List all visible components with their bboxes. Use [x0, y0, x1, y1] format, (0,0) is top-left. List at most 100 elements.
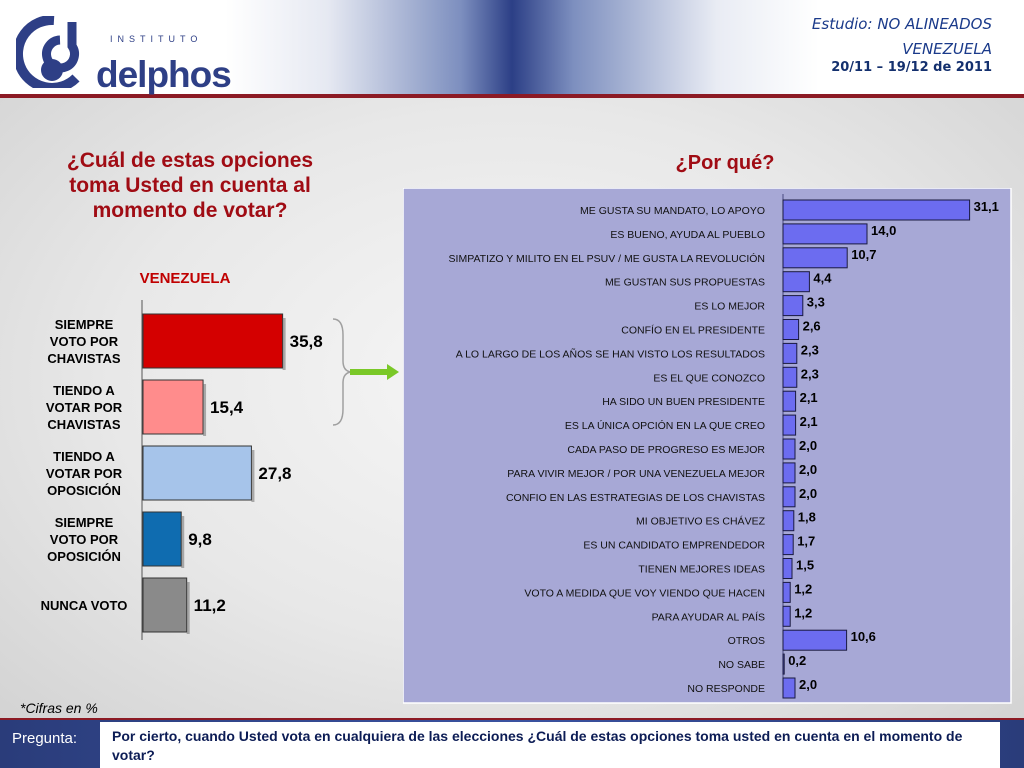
right-bar-group: 2,6 CONFÍO EN EL PRESIDENTE	[621, 319, 821, 340]
right-bar-group: 2,3 A LO LARGO DE LOS AÑOS SE HAN VISTO L…	[456, 342, 819, 364]
study-dates: 20/11 – 19/12 de 2011	[831, 60, 992, 75]
right-bar-value-label: 2,3	[801, 366, 819, 381]
right-category-label: CONFIO EN LAS ESTRATEGIAS DE LOS CHAVIST…	[506, 492, 765, 504]
footer-bar: Pregunta: Por cierto, cuando Usted vota …	[0, 720, 1024, 768]
study-country: VENEZUELA	[902, 40, 992, 58]
right-bar-value-label: 1,8	[798, 510, 816, 525]
left-category-line: OPOSICIÓN	[47, 549, 121, 564]
left-bar-group: 9,8 SIEMPRE VOTO POR OPOSICIÓN	[47, 511, 212, 568]
bracket-arrow	[332, 318, 399, 426]
left-bar-value-label: 9,8	[188, 530, 212, 549]
right-bar-group: 1,8 MI OBJETIVO ES CHÁVEZ	[636, 510, 816, 532]
right-bar	[782, 558, 793, 579]
right-category-label: ES EL QUE CONOZCO	[653, 372, 765, 384]
right-bar-group: 1,5 TIENEN MEJORES IDEAS	[638, 558, 814, 579]
header-divider	[0, 94, 1024, 98]
left-bar-value-label: 27,8	[258, 464, 291, 483]
right-bar	[782, 414, 797, 436]
left-category-label: NUNCA VOTO	[41, 598, 128, 613]
right-category-label: TIENEN MEJORES IDEAS	[638, 564, 765, 576]
left-bar-shadow	[251, 450, 255, 502]
right-bar-group: 2,0 CADA PASO DE PROGRESO ES MEJOR	[567, 438, 817, 460]
left-category-line: TIENDO A	[53, 449, 115, 464]
left-bar-group: 15,4 TIENDO A VOTAR POR CHAVISTAS	[46, 379, 244, 436]
right-bar	[782, 223, 868, 245]
right-category-label: HA SIDO UN BUEN PRESIDENTE	[602, 396, 765, 408]
left-category-line: NUNCA VOTO	[41, 598, 128, 613]
left-bar-value-label: 11,2	[194, 596, 226, 615]
right-chart-panel	[403, 188, 1012, 704]
right-category-label: OTROS	[728, 635, 765, 647]
right-category-label: ME GUSTAN SUS PROPUESTAS	[605, 277, 765, 289]
right-bar-group: 10,6 OTROS	[728, 629, 876, 651]
right-bar	[782, 295, 804, 317]
left-bar	[142, 379, 204, 435]
right-bar-group: 14,0 ES BUENO, AYUDA AL PUEBLO	[610, 223, 896, 245]
right-category-label: CADA PASO DE PROGRESO ES MEJOR	[567, 444, 765, 456]
figures-note: *Cifras en %	[20, 700, 98, 716]
left-bar-value-label: 35,8	[290, 332, 323, 351]
right-bar	[782, 271, 810, 293]
right-bar-value-label: 2,6	[803, 319, 821, 334]
right-bar	[782, 247, 848, 269]
right-bar	[782, 462, 796, 484]
left-bar-group: 11,2 NUNCA VOTO	[41, 577, 226, 634]
right-category-label: CONFÍO EN EL PRESIDENTE	[621, 324, 765, 337]
delphos-logo: INSTITUTO delphos	[13, 14, 232, 93]
logo-wordmark: delphos	[96, 54, 232, 95]
right-bar	[782, 342, 798, 364]
left-category-line: VOTAR POR	[46, 400, 123, 415]
left-category-line: VOTO POR	[50, 532, 119, 547]
right-bar-value-label: 10,6	[851, 629, 876, 644]
left-category-label: SIEMPRE VOTO POR CHAVISTAS	[47, 317, 121, 366]
right-bar-value-label: 2,1	[800, 390, 818, 405]
right-category-label: ME GUSTA SU MANDATO, LO APOYO	[580, 205, 765, 217]
right-bar	[782, 199, 971, 221]
logo-institute-text: INSTITUTO	[110, 34, 203, 44]
left-bar	[142, 313, 284, 369]
right-bar-value-label: 0,2	[788, 653, 806, 668]
right-category-label: PARA AYUDAR AL PAÍS	[652, 610, 765, 623]
right-category-label: ES LA ÚNICA OPCIÓN EN LA QUE CREO	[565, 419, 765, 432]
right-bar-value-label: 2,3	[801, 342, 819, 357]
right-category-label: NO SABE	[718, 659, 765, 671]
left-bar-shadow	[282, 318, 286, 370]
logo-mark-icon	[13, 14, 80, 93]
left-question-title: ¿Cuál de estas opciones toma Usted en cu…	[66, 149, 314, 222]
right-category-label: ES LO MEJOR	[694, 301, 765, 313]
right-bar-group: 0,2 NO SABE	[718, 653, 806, 675]
left-category-label: TIENDO A VOTAR POR CHAVISTAS	[46, 383, 123, 432]
right-bar	[782, 581, 791, 603]
left-bar-group: 35,8 SIEMPRE VOTO POR CHAVISTAS	[47, 313, 323, 370]
left-bar-shadow	[181, 516, 185, 568]
right-category-label: ES BUENO, AYUDA AL PUEBLO	[610, 229, 765, 241]
green-arrow-icon	[350, 364, 399, 380]
right-bar-value-label: 4,4	[813, 271, 832, 286]
question-label: Pregunta:	[12, 730, 78, 747]
left-category-line: VOTO POR	[50, 334, 119, 349]
right-bar	[782, 486, 796, 508]
right-bar	[782, 534, 794, 556]
right-category-label: ES UN CANDIDATO EMPRENDEDOR	[583, 540, 765, 552]
left-bar-chart: 35,8 SIEMPRE VOTO POR CHAVISTAS 15,4 TIENDO A…	[41, 300, 323, 640]
right-bar-group: 2,0 CONFIO EN LAS ESTRATEGIAS DE LOS CHAV…	[506, 486, 817, 508]
header-banner	[0, 0, 1024, 94]
left-category-line: SIEMPRE	[55, 317, 114, 332]
right-bar	[782, 605, 791, 627]
right-bar	[782, 677, 796, 699]
right-bar-group: 31,1 ME GUSTA SU MANDATO, LO APOYO	[580, 199, 999, 221]
left-bar-shadow	[186, 582, 190, 634]
question-box: Por cierto, cuando Usted vota en cualqui…	[100, 722, 1000, 768]
left-category-line: CHAVISTAS	[47, 417, 121, 432]
right-bar	[782, 390, 797, 412]
right-bar-value-label: 2,0	[799, 486, 817, 501]
left-bar-group: 27,8 TIENDO A VOTAR POR OPOSICIÓN	[46, 445, 292, 502]
study-info: Estudio: NO ALINEADOS VENEZUELA 20/11 – …	[812, 14, 992, 77]
left-category-line: OPOSICIÓN	[47, 483, 121, 498]
right-bar-value-label: 1,7	[797, 534, 815, 549]
right-bar-group: 1,2 PARA AYUDAR AL PAÍS	[652, 605, 812, 627]
right-bar	[782, 510, 795, 532]
right-bar-group: 2,1 HA SIDO UN BUEN PRESIDENTE	[602, 390, 818, 412]
left-bar-value-label: 15,4	[210, 398, 244, 417]
right-bar-value-label: 14,0	[871, 223, 896, 238]
